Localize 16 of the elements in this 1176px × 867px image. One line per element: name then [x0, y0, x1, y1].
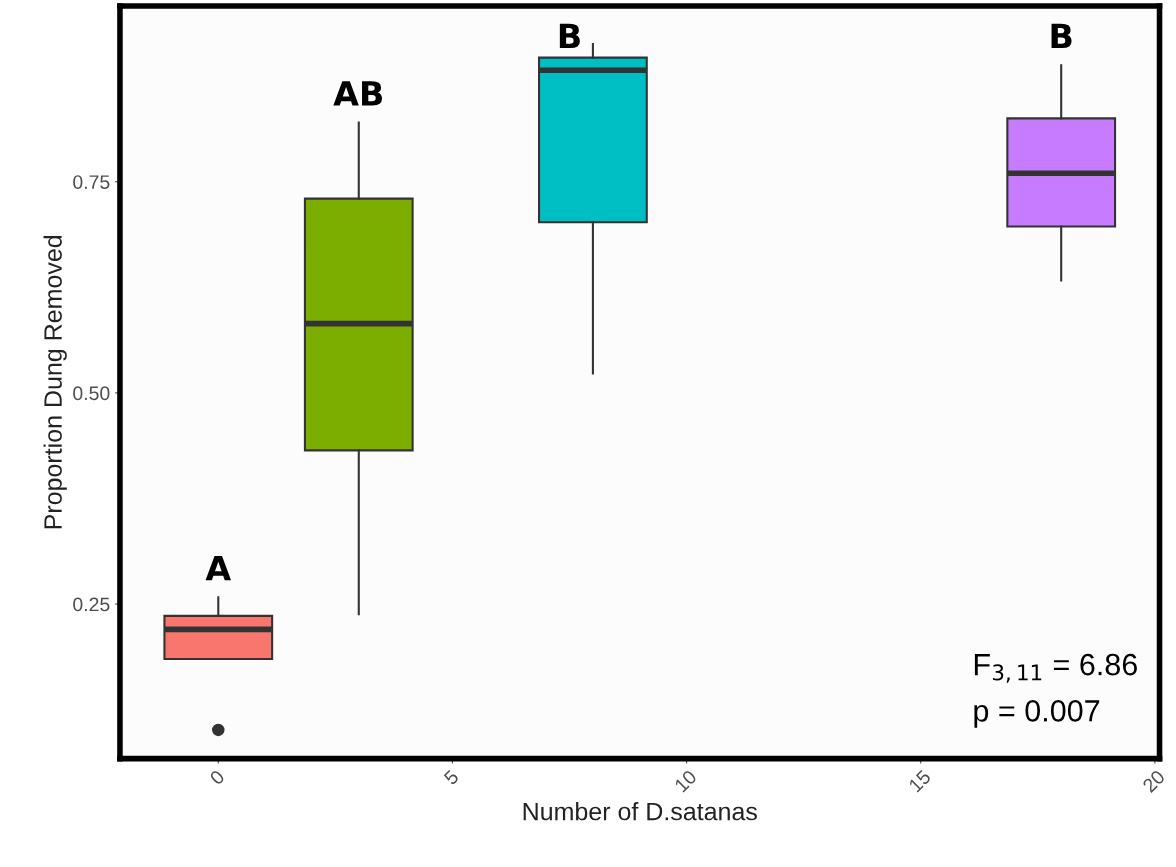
y-tick-label: 0.25: [73, 597, 110, 612]
x-axis-title: Number of D.satanas: [523, 802, 757, 821]
x-tick-label: 10: [673, 769, 698, 793]
y-tick-label: 0.75: [73, 175, 110, 189]
x-tick-label: 0: [208, 769, 226, 786]
y-axis-title: Proportion Dung Removed: [43, 235, 67, 529]
annotation: p = 0.007: [974, 700, 1100, 728]
x-tick-label: 20: [1141, 769, 1166, 794]
annotation: B: [1051, 23, 1072, 49]
annotation: A: [205, 555, 232, 581]
annotation: B: [559, 23, 580, 49]
annotation: AB: [333, 81, 383, 106]
annotation: F$_{3,11}$ = 6.86: [974, 653, 1137, 683]
y-tick-label: 0.50: [73, 386, 110, 401]
x-tick-label: 15: [908, 769, 932, 793]
x-tick-label: 5: [443, 769, 460, 786]
